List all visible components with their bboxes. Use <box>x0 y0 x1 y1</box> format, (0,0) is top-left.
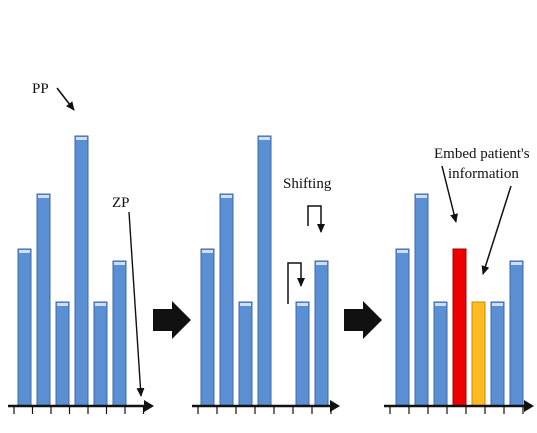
label-peak-point: PP <box>32 81 49 97</box>
histogram-bar-highlight <box>114 262 125 265</box>
label-shifting: Shifting <box>283 176 332 192</box>
histogram-bar-5-embedded <box>471 301 486 407</box>
axis-arrowhead-icon <box>524 400 534 412</box>
histogram-bar-highlight <box>57 303 68 306</box>
x-axis-embedded <box>384 400 534 414</box>
histogram-bar-3 <box>433 301 448 407</box>
histogram-bar-2 <box>414 193 429 407</box>
histogram-bar-highlight <box>221 195 232 198</box>
histogram-bar-1 <box>395 248 410 407</box>
histogram-bar-highlight <box>76 137 87 140</box>
panel-shifted-histogram: Shifting <box>192 135 340 414</box>
histogram-bar-highlight <box>297 303 308 306</box>
histogram-bars-original <box>17 135 127 407</box>
histogram-bar-highlight <box>492 303 503 306</box>
x-axis-original <box>8 400 154 414</box>
histogram-bar-3 <box>55 301 70 407</box>
histogram-bar-4 <box>74 135 89 407</box>
label-embed-line-2: information <box>448 166 519 182</box>
histogram-bar-2 <box>219 193 234 407</box>
histogram-bar-5 <box>93 301 108 407</box>
histogram-bar-highlight <box>95 303 106 306</box>
label-zero-point: ZP <box>112 195 130 211</box>
histogram-bar-4-peak <box>452 248 467 407</box>
process-arrow-2-icon <box>344 301 382 339</box>
histogram-bars-embedded <box>395 193 524 407</box>
histogram-bar-highlight <box>259 137 270 140</box>
label-embed-line-1: Embed patient's <box>434 146 530 162</box>
panel-original-histogram: PP ZP <box>8 81 154 414</box>
histogram-bar-6 <box>490 301 505 407</box>
histogram-bar-4 <box>257 135 272 407</box>
histogram-bar-7 <box>509 260 524 407</box>
x-axis-shifted <box>192 400 340 414</box>
histogram-bar-highlight <box>38 195 49 198</box>
shift-arrow-1 <box>287 262 305 304</box>
histogram-bar-highlight <box>240 303 251 306</box>
arrow-to-peak <box>56 87 75 111</box>
axis-arrowhead-icon <box>144 400 154 412</box>
histogram-bar-1 <box>200 248 215 407</box>
histogram-bar-highlight <box>435 303 446 306</box>
histogram-bar-highlight <box>202 250 213 253</box>
histogram-bar-highlight <box>511 262 522 265</box>
histogram-bar-highlight <box>19 250 30 253</box>
histogram-bar-highlight <box>397 250 408 253</box>
histogram-bar-6 <box>295 301 310 407</box>
panel-embedded-histogram: Embed patient's information <box>384 146 534 414</box>
histogram-bar-3 <box>238 301 253 407</box>
histogram-bar-highlight <box>416 195 427 198</box>
histogram-bar-2 <box>36 193 51 407</box>
axis-arrowhead-icon <box>330 400 340 412</box>
process-arrow-1-icon <box>153 301 191 339</box>
histogram-bar-1 <box>17 248 32 407</box>
histogram-bar-highlight <box>316 262 327 265</box>
arrow-to-peak-bin <box>441 165 458 223</box>
arrow-to-embedded-bin <box>481 185 512 275</box>
arrow-to-zero <box>128 211 145 397</box>
histogram-bar-6 <box>112 260 127 407</box>
histogram-bar-7 <box>314 260 329 407</box>
shift-arrow-2 <box>307 205 325 233</box>
